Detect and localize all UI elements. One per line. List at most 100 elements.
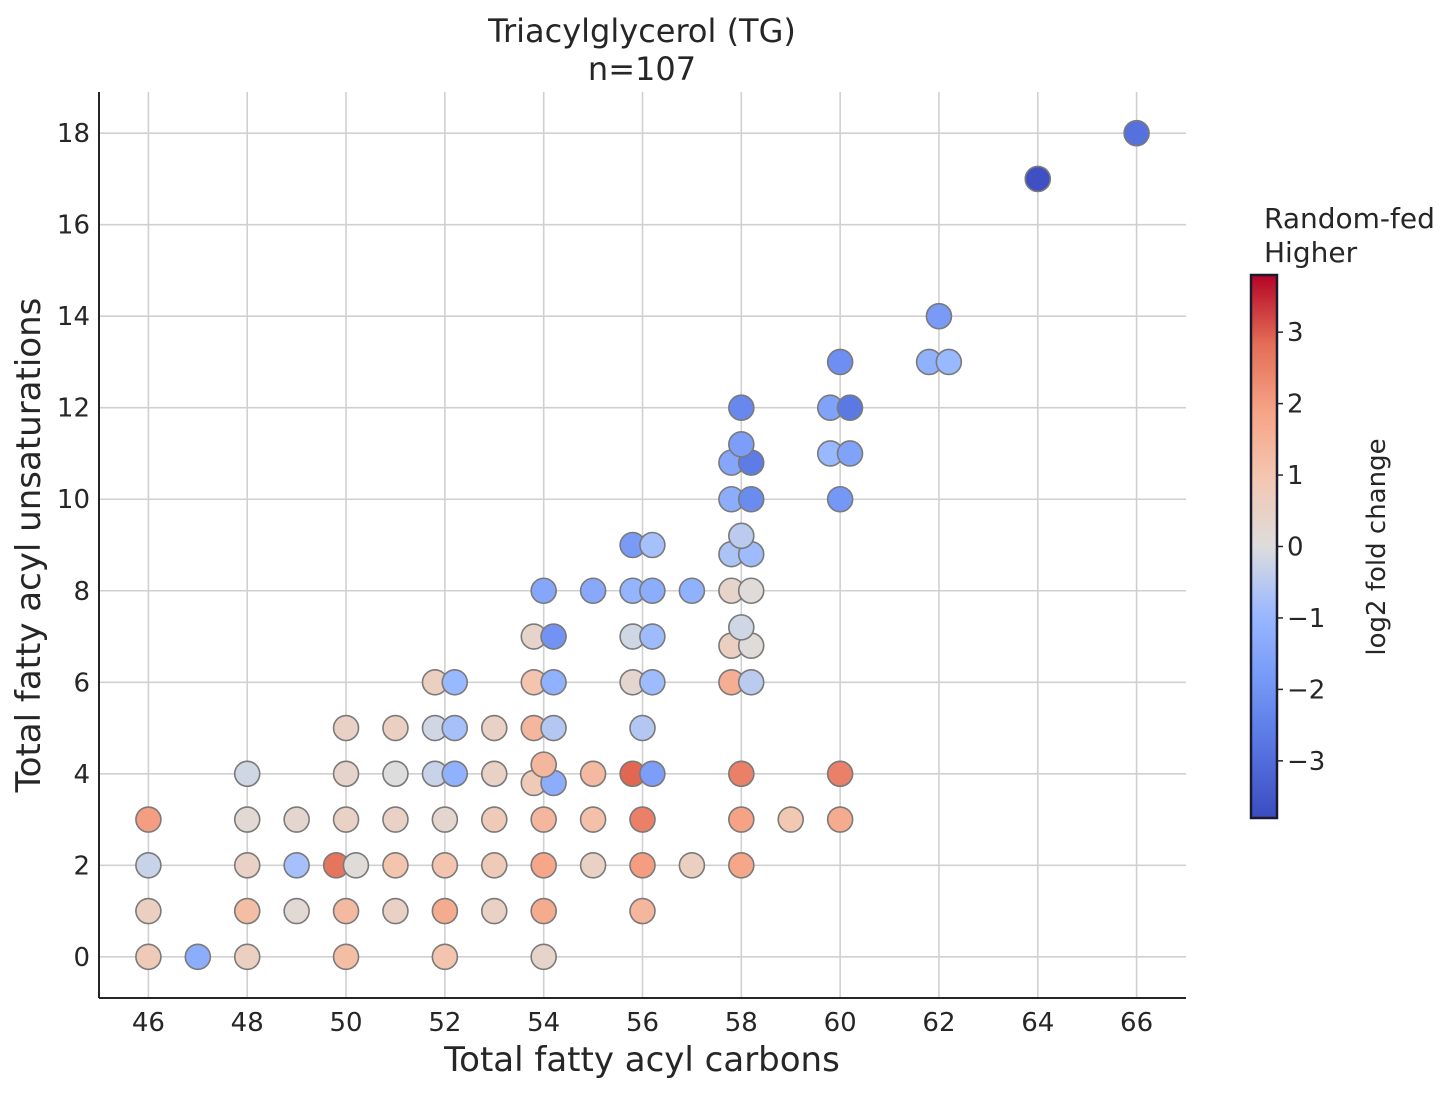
data-point: [728, 806, 755, 833]
data-point: [629, 714, 656, 742]
data-point: [480, 714, 508, 742]
data-point: [639, 577, 666, 605]
data-point: [332, 943, 360, 971]
y-tick-labels: 0 2 4 6 8 10 12 14 16 18: [57, 119, 90, 973]
data-point: [480, 897, 508, 925]
data-point: [135, 806, 162, 833]
y-tick-label: 8: [73, 577, 90, 607]
data-point: [382, 714, 409, 742]
y-tick-label: 6: [73, 668, 90, 698]
data-point: [382, 897, 409, 925]
data-point: [530, 852, 557, 879]
colorbar-tick-label: −2: [1287, 675, 1325, 705]
y-tick-label: 10: [57, 485, 90, 515]
data-points: [135, 119, 1150, 971]
data-point: [184, 943, 212, 971]
x-tick-label: 50: [329, 1008, 362, 1038]
x-tick-label: 66: [1120, 1008, 1153, 1038]
data-point: [639, 760, 666, 788]
y-tick-label: 12: [57, 394, 90, 424]
data-point: [629, 852, 656, 879]
data-point: [826, 806, 854, 833]
data-point: [135, 897, 162, 925]
data-point: [480, 806, 508, 833]
data-point: [382, 806, 409, 833]
x-tick-label: 46: [132, 1008, 165, 1038]
data-point: [728, 394, 755, 422]
data-point: [737, 668, 765, 696]
data-point: [629, 897, 656, 925]
chart-title: Triacylglycerol (TG): [487, 12, 796, 50]
colorbar-title-line-1: Random-fed: [1264, 202, 1435, 235]
data-point: [737, 577, 765, 605]
data-point: [233, 852, 261, 879]
x-tick-label: 58: [725, 1008, 758, 1038]
colorbar-gradient: [1249, 273, 1279, 820]
data-point: [639, 668, 666, 696]
data-point: [530, 751, 557, 778]
y-tick-label: 16: [57, 211, 90, 241]
colorbar-tick-label: −1: [1287, 604, 1325, 634]
data-point: [579, 852, 607, 879]
x-tick-label: 48: [231, 1008, 264, 1038]
data-point: [441, 714, 469, 742]
x-tick-label: 52: [428, 1008, 461, 1038]
chart-subtitle: n=107: [588, 50, 696, 88]
colorbar-label: log2 fold change: [1362, 438, 1392, 655]
data-point: [283, 806, 310, 833]
data-point: [441, 760, 469, 788]
x-tick-label: 56: [626, 1008, 659, 1038]
data-point: [728, 614, 755, 641]
data-point: [283, 852, 310, 879]
data-point: [382, 760, 409, 788]
data-point: [639, 531, 666, 559]
data-point: [441, 668, 469, 696]
colorbar: Random-fed Higher −3 −2 −1 0 1 2 3 log2 fold c…: [1249, 202, 1435, 820]
data-point: [480, 760, 508, 788]
data-point: [431, 806, 459, 833]
colorbar-tick-label: 0: [1287, 533, 1304, 563]
data-point: [233, 943, 261, 971]
data-point: [382, 852, 409, 879]
data-point: [935, 348, 963, 376]
data-point: [332, 897, 360, 925]
x-tick-label: 62: [922, 1008, 955, 1038]
data-point: [342, 852, 370, 879]
colorbar-tick-label: 1: [1287, 461, 1304, 491]
y-tick-label: 0: [73, 943, 90, 973]
y-tick-label: 2: [73, 851, 90, 881]
data-point: [135, 943, 162, 971]
data-point: [629, 806, 656, 833]
data-point: [1123, 119, 1150, 147]
data-point: [1024, 165, 1052, 193]
x-tick-label: 64: [1021, 1008, 1054, 1038]
data-point: [480, 852, 508, 879]
data-point: [639, 623, 666, 650]
colorbar-tick-label: 2: [1287, 390, 1304, 420]
data-point: [530, 577, 557, 605]
colorbar-tick-label: 3: [1287, 318, 1304, 348]
data-point: [836, 440, 864, 467]
x-axis-label: Total fatty acyl carbons: [443, 1040, 840, 1080]
data-point: [540, 714, 567, 742]
data-point: [826, 348, 854, 376]
data-point: [332, 760, 360, 788]
data-point: [579, 577, 607, 605]
colorbar-tick-label: −3: [1287, 747, 1325, 777]
data-point: [836, 394, 864, 422]
x-tick-label: 54: [527, 1008, 560, 1038]
data-point: [678, 852, 706, 879]
data-point: [431, 897, 459, 925]
data-point: [332, 806, 360, 833]
colorbar-title-line-2: Higher: [1264, 236, 1358, 269]
data-point: [826, 485, 854, 513]
data-point: [530, 897, 557, 925]
data-point: [728, 852, 755, 879]
data-point: [540, 668, 567, 696]
y-tick-label: 14: [57, 302, 90, 332]
y-tick-label: 4: [73, 760, 90, 790]
data-point: [678, 577, 706, 605]
data-point: [431, 943, 459, 971]
colorbar-ticks: −3 −2 −1 0 1 2 3: [1277, 318, 1325, 777]
